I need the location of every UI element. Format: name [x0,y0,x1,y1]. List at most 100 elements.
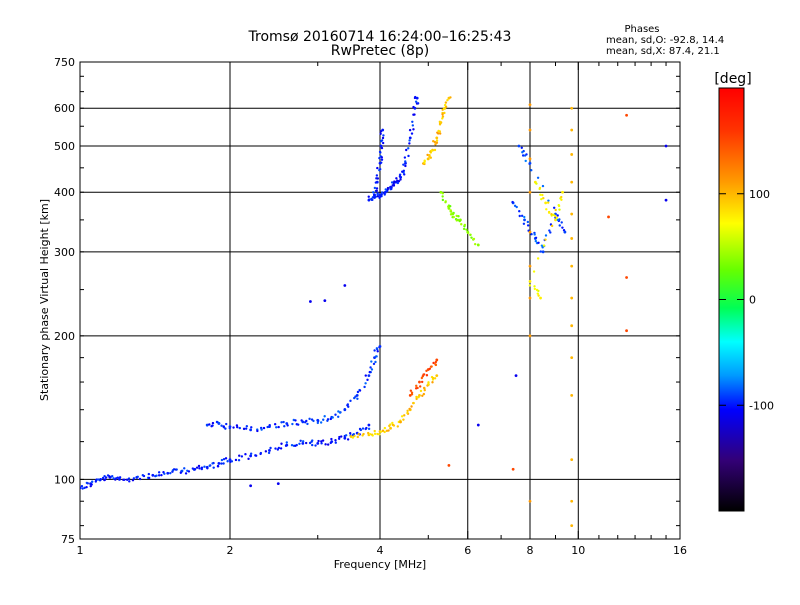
data-point [546,201,550,204]
data-point [141,474,145,477]
data-point [570,106,574,110]
data-point [406,411,409,415]
data-point [353,434,356,438]
data-point [428,154,431,157]
data-point [220,462,223,465]
data-point [381,141,385,145]
data-point [249,484,253,488]
data-point [399,175,403,179]
data-point [222,457,226,461]
data-point [447,463,451,467]
data-point [320,442,323,445]
data-point [418,385,422,388]
data-point [273,423,277,426]
data-point [346,403,350,406]
data-point [545,208,548,211]
data-point [548,229,551,232]
data-point [347,405,350,408]
data-point [269,446,272,450]
data-point [294,419,297,422]
data-point [220,424,223,427]
data-point [429,156,433,159]
data-point [216,465,220,468]
data-point [435,374,439,378]
data-point [558,224,561,227]
data-point [373,186,377,190]
data-point [533,287,537,291]
data-point [433,148,437,152]
data-point [407,147,410,150]
data-point [237,458,241,462]
data-point [570,394,574,397]
y-tick-label: 600 [54,102,75,115]
data-point [570,458,574,462]
y-tick-label: 500 [54,140,75,153]
data-point [128,480,131,483]
data-point [372,362,376,366]
data-point [515,205,518,209]
data-point [249,454,253,458]
data-point [208,464,211,467]
data-point [555,216,559,219]
data-point [556,214,559,217]
data-point [420,380,424,384]
data-point [378,150,382,154]
data-point [172,468,176,471]
data-point [382,134,385,137]
data-point [351,436,355,439]
data-point [415,395,418,399]
data-point [380,146,384,150]
data-point [361,427,365,430]
data-point [116,476,120,479]
data-point [554,218,557,222]
data-point [217,462,221,465]
data-point [358,389,362,392]
data-point [367,423,371,427]
axis-ticks [79,61,681,539]
data-point [536,257,540,260]
data-point [441,113,444,116]
data-point [418,394,421,397]
colorbar-label: [deg] [714,71,751,87]
y-tick-label: 750 [54,56,75,69]
data-point [537,241,540,244]
data-point [528,230,532,234]
y-tick-labels: 75 100 200 300 400 500 600 750 [54,56,75,546]
data-point [111,474,114,478]
data-point [470,236,473,239]
data-point [441,195,444,198]
data-point [411,120,414,124]
data-point [355,394,359,397]
data-point [389,426,392,430]
data-point [415,96,419,100]
data-point [664,198,668,202]
data-point [556,218,559,222]
data-point [290,443,294,447]
x-tick-label: 8 [527,544,534,557]
data-point [187,470,191,473]
data-point [211,424,214,427]
x-axis-label: Frequency [MHz] [334,558,426,571]
data-point [381,136,385,140]
data-point [528,190,532,194]
data-point [539,193,542,196]
data-point [373,429,376,433]
data-point [427,381,430,384]
data-point [94,479,98,482]
data-point [282,420,285,424]
data-point [356,390,360,394]
data-point [428,367,432,370]
data-point [457,215,460,218]
data-point [267,451,271,455]
data-point [112,477,115,480]
x-tick-label: 2 [227,544,234,557]
data-point [320,440,323,443]
data-point [205,465,209,469]
data-point [250,426,253,429]
data-point [375,180,379,184]
data-point [217,422,221,425]
data-point [476,423,480,427]
data-point [99,478,103,481]
data-point [274,447,277,450]
data-point [408,407,411,411]
